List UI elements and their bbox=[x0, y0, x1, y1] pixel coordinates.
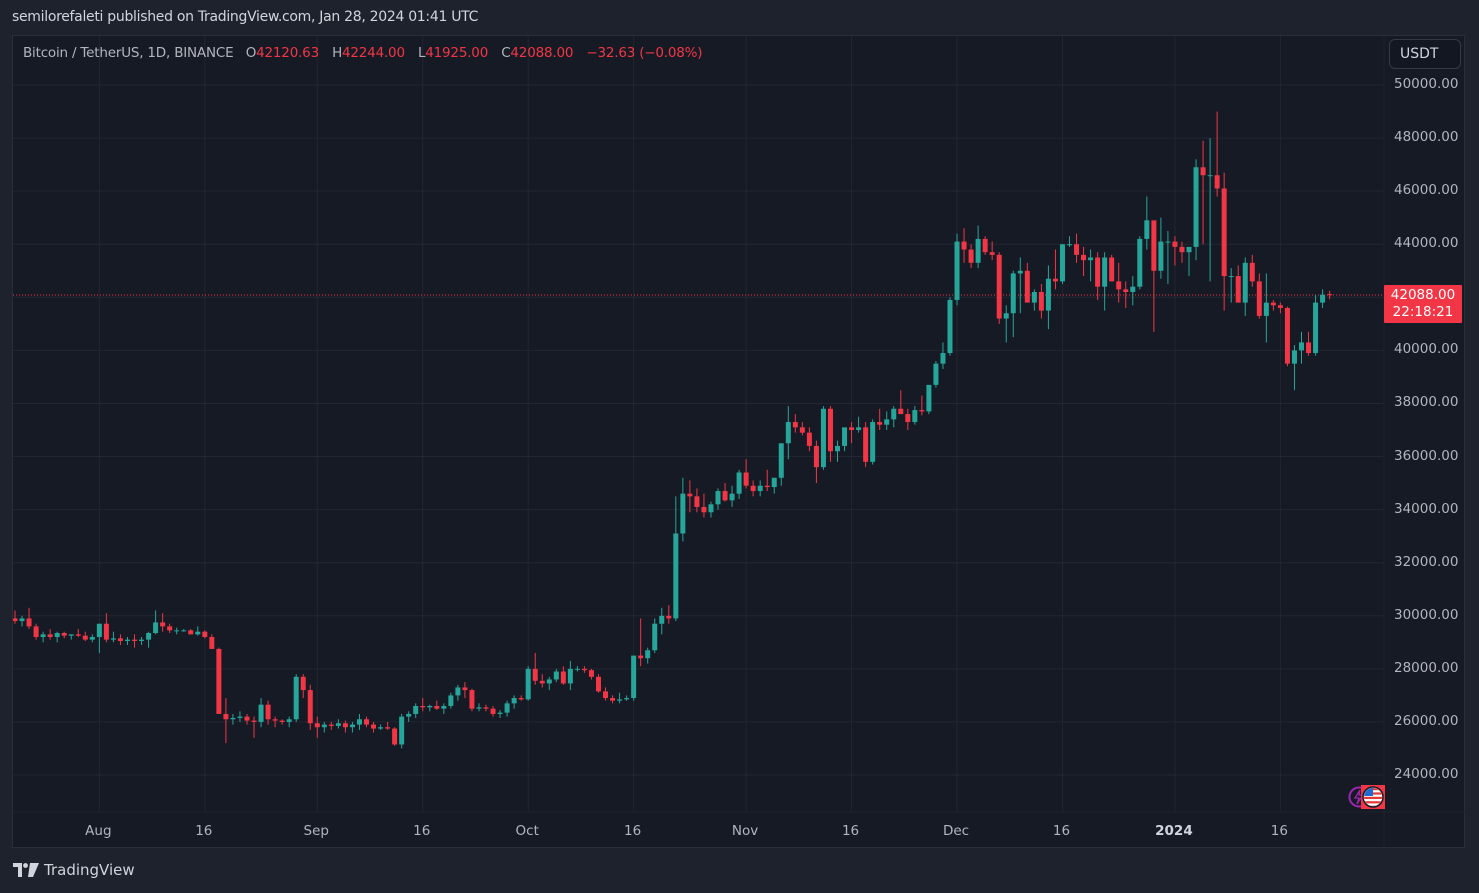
time-tick-label: 16 bbox=[195, 823, 213, 839]
last-price-tag: 42088.00 22:18:21 bbox=[1384, 285, 1462, 323]
time-tick-label: Nov bbox=[731, 823, 759, 839]
price-tick-label: 50000.00 bbox=[1394, 76, 1459, 92]
price-tick-label: 30000.00 bbox=[1394, 606, 1459, 623]
time-tick-label: 16 bbox=[1052, 823, 1071, 839]
open-label: O bbox=[245, 45, 257, 61]
price-tick-label: 24000.00 bbox=[1394, 766, 1459, 782]
time-tick-label: 2024 bbox=[1155, 823, 1193, 839]
time-tick-label: 16 bbox=[841, 823, 860, 839]
footer-brand: TradingView bbox=[44, 861, 135, 879]
low-label: L bbox=[417, 45, 426, 61]
time-tick-label: Oct bbox=[515, 823, 539, 839]
us-flag-event-icon[interactable] bbox=[1361, 785, 1385, 809]
symbol-title[interactable]: Bitcoin / TetherUS, 1D, BINANCE bbox=[23, 45, 234, 61]
price-tick-label: 48000.00 bbox=[1394, 129, 1459, 146]
high-value: 42244.00 bbox=[342, 45, 405, 61]
time-tick-label: Aug bbox=[85, 823, 112, 839]
close-value: 42088.00 bbox=[510, 45, 574, 61]
bar-countdown: 22:18:21 bbox=[1392, 304, 1454, 320]
change-value: −32.63 (−0.08%) bbox=[586, 45, 703, 61]
time-tick-label: 16 bbox=[624, 823, 642, 839]
time-tick-label: Sep bbox=[303, 823, 330, 839]
tradingview-logo[interactable]: TradingView bbox=[13, 861, 135, 879]
price-tick-label: 38000.00 bbox=[1394, 394, 1459, 411]
close-label: C bbox=[501, 45, 511, 61]
price-tick-label: 28000.00 bbox=[1394, 659, 1459, 676]
price-tick-label: 26000.00 bbox=[1394, 712, 1459, 729]
price-tick-label: 44000.00 bbox=[1394, 235, 1459, 252]
published-caption: semilorefaleti published on TradingView.… bbox=[12, 9, 479, 25]
time-tick-label: Dec bbox=[942, 823, 970, 839]
economic-events[interactable] bbox=[1347, 784, 1385, 810]
ohlc-legend: Bitcoin / TetherUS, 1D, BINANCE O42120.6… bbox=[23, 45, 711, 61]
high-label: H bbox=[332, 45, 343, 61]
last-price-value: 42088.00 bbox=[1390, 287, 1456, 303]
currency-button[interactable]: USDT bbox=[1389, 39, 1461, 69]
price-tick-label: 34000.00 bbox=[1394, 500, 1459, 517]
low-value: 41925.00 bbox=[425, 45, 489, 61]
price-tick-label: 36000.00 bbox=[1394, 447, 1459, 464]
price-tick-label: 46000.00 bbox=[1394, 182, 1459, 199]
chart-panel[interactable] bbox=[12, 35, 1466, 849]
time-tick-label: 16 bbox=[1270, 823, 1288, 839]
price-tick-label: 32000.00 bbox=[1394, 553, 1459, 570]
open-value: 42120.63 bbox=[256, 45, 319, 61]
candlestick-chart[interactable] bbox=[13, 36, 1466, 849]
time-tick-label: 16 bbox=[413, 823, 431, 839]
price-tick-label: 40000.00 bbox=[1394, 341, 1459, 358]
tv-logo-icon bbox=[13, 863, 39, 877]
